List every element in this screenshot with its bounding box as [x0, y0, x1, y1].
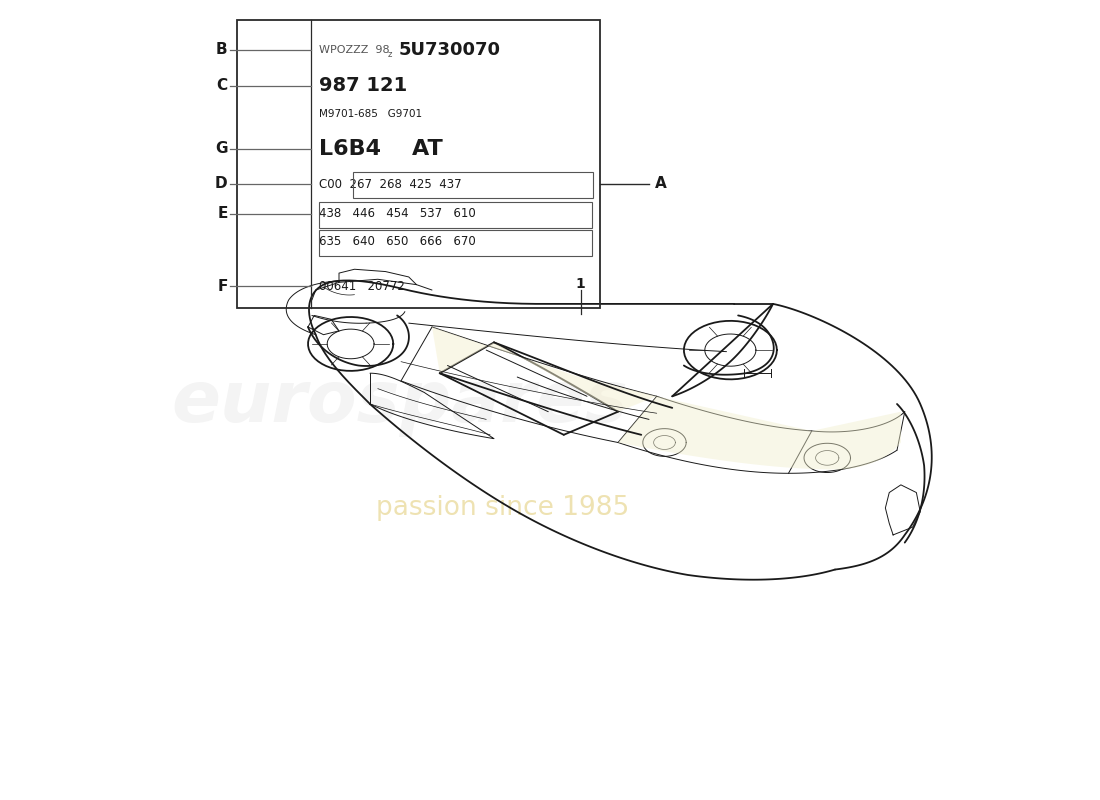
- Text: 987 121: 987 121: [319, 76, 407, 95]
- Text: z: z: [387, 50, 392, 59]
- Text: D: D: [216, 177, 228, 191]
- Text: F: F: [218, 279, 228, 294]
- Text: L6B4    AT: L6B4 AT: [319, 139, 442, 159]
- Text: passion since 1985: passion since 1985: [376, 495, 629, 521]
- Polygon shape: [618, 396, 901, 470]
- Text: 635   640   650   666   670: 635 640 650 666 670: [319, 235, 475, 248]
- Bar: [319, 202, 592, 228]
- Text: 438   446   454   537   610: 438 446 454 537 610: [319, 207, 475, 220]
- Text: 5U730070: 5U730070: [398, 41, 500, 58]
- Bar: [236, 20, 600, 308]
- Text: WPOZZZ  98: WPOZZZ 98: [319, 45, 389, 54]
- Text: 1: 1: [576, 277, 585, 291]
- Text: 00641   20772: 00641 20772: [319, 280, 405, 293]
- Text: C00  267  268  425  437: C00 267 268 425 437: [319, 178, 462, 190]
- Text: E: E: [218, 206, 228, 221]
- Text: eurospares: eurospares: [172, 369, 628, 438]
- Polygon shape: [432, 327, 657, 412]
- Text: C: C: [217, 78, 228, 93]
- Text: B: B: [216, 42, 228, 57]
- Bar: [319, 230, 592, 256]
- Bar: [353, 172, 593, 198]
- Text: G: G: [216, 142, 228, 156]
- Text: M9701-685   G9701: M9701-685 G9701: [319, 110, 422, 119]
- Text: A: A: [654, 177, 667, 191]
